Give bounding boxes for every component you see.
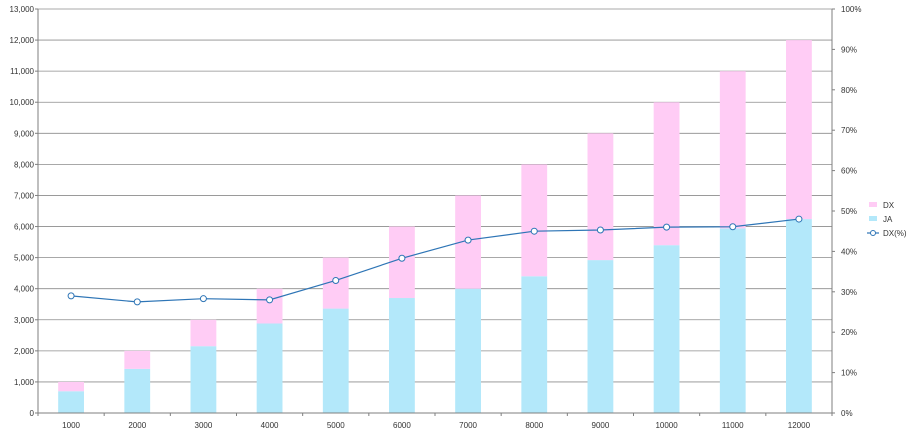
right-axis-tick-labels: 0% 10% 20% 30% 40% 50% 60% 70% 80% 90% 100% [841,5,861,418]
bar-dx [587,133,614,261]
bar-dx [190,319,217,347]
bar-dx [521,164,548,277]
legend: DX JA DX(%) [867,201,907,238]
left-axis-tick-label: 5,000 [14,254,35,263]
right-axis-tick-label: 0% [841,409,853,418]
bar-ja [719,228,746,413]
left-axis-tick-label: 8,000 [14,160,35,169]
x-axis-tick-label: 11000 [722,421,744,430]
bar-dx [58,381,84,392]
x-axis-tick-labels: 1000 2000 3000 4000 5000 6000 7000 8000 9000 1000… [62,421,810,430]
x-axis-tick-label: 2000 [128,421,146,430]
line-point-dx-percent [332,276,340,284]
bar-ja [322,308,349,413]
right-axis-tick-label: 10% [841,369,857,378]
right-axis-tick-label: 70% [841,126,857,135]
x-axis-tick-label: 4000 [261,421,279,430]
gridlines [38,8,832,383]
line-point-dx-percent [398,254,406,262]
x-axis-tick-label: 10000 [655,421,678,430]
left-axis-tick-label: 13,000 [10,5,35,14]
line-point-dx-percent [464,236,472,244]
axes [35,8,835,416]
left-axis-tick-label: 0 [30,409,35,418]
legend-label: DX [883,201,895,210]
x-axis-tick-label: 9000 [592,421,610,430]
legend-swatch [869,202,877,207]
left-axis-tick-label: 12,000 [10,36,35,45]
bar-dx [653,102,680,246]
bar-dx [389,226,415,299]
line-point-dx-percent [133,298,141,306]
bar-ja [587,260,614,413]
legend-swatch-marker [870,230,876,236]
right-axis-tick-label: 20% [841,328,857,337]
line-point-dx-percent [266,296,274,304]
bar-ja [455,288,481,413]
left-axis-tick-label: 6,000 [14,223,35,232]
x-axis-tick-label: 6000 [393,421,411,430]
bar-ja [786,219,812,413]
left-axis-tick-labels: 0 1,000 2,000 3,000 4,000 5,000 6,000 7,000 8,00… [10,5,35,418]
right-axis-tick-label: 40% [841,247,857,256]
right-axis-tick-label: 100% [841,5,861,14]
bar-dx [256,288,283,324]
line-point-dx-percent [530,227,538,235]
left-axis-tick-label: 9,000 [14,129,35,138]
right-axis-tick-label: 60% [841,167,857,176]
line-point-dx-percent [795,215,803,223]
line-point-dx-percent [663,223,671,231]
left-axis-tick-label: 1,000 [14,378,35,387]
right-axis-tick-label: 30% [841,288,857,297]
line-point-dx-percent [67,292,75,300]
bar-dx [786,40,812,220]
line-point-dx-percent [729,223,737,231]
right-axis-tick-label: 80% [841,86,857,95]
left-axis-tick-label: 7,000 [14,191,35,200]
bar-ja [521,276,548,413]
line-point-dx-percent [596,226,604,234]
legend-label: JA [883,215,893,224]
bar-ja [190,346,217,413]
bar-dx [719,71,746,229]
x-axis-tick-label: 8000 [525,421,543,430]
left-axis-tick-label: 10,000 [10,98,35,107]
bar-series [58,40,812,413]
bar-ja [389,298,415,413]
legend-swatch [869,216,877,221]
x-axis-tick-label: 3000 [195,421,213,430]
bar-ja [58,391,84,413]
right-axis-tick-label: 90% [841,45,857,54]
line-series-dx-percent [67,215,803,306]
x-axis-tick-label: 12000 [788,421,811,430]
x-axis-tick-label: 1000 [62,421,80,430]
line-dx-percent [71,218,799,303]
left-axis-tick-label: 2,000 [14,347,35,356]
bar-dx [124,350,151,369]
x-axis-tick-label: 5000 [327,421,345,430]
x-axis-tick-label: 7000 [459,421,477,430]
bar-ja [653,245,680,413]
legend-label: DX(%) [883,229,907,238]
left-axis-tick-label: 4,000 [14,285,35,294]
bar-ja [124,368,151,413]
left-axis-tick-label: 11,000 [10,67,34,76]
left-axis-tick-label: 3,000 [14,316,35,325]
bar-ja [256,323,283,413]
right-axis-tick-label: 50% [841,207,857,216]
line-point-dx-percent [199,295,207,303]
